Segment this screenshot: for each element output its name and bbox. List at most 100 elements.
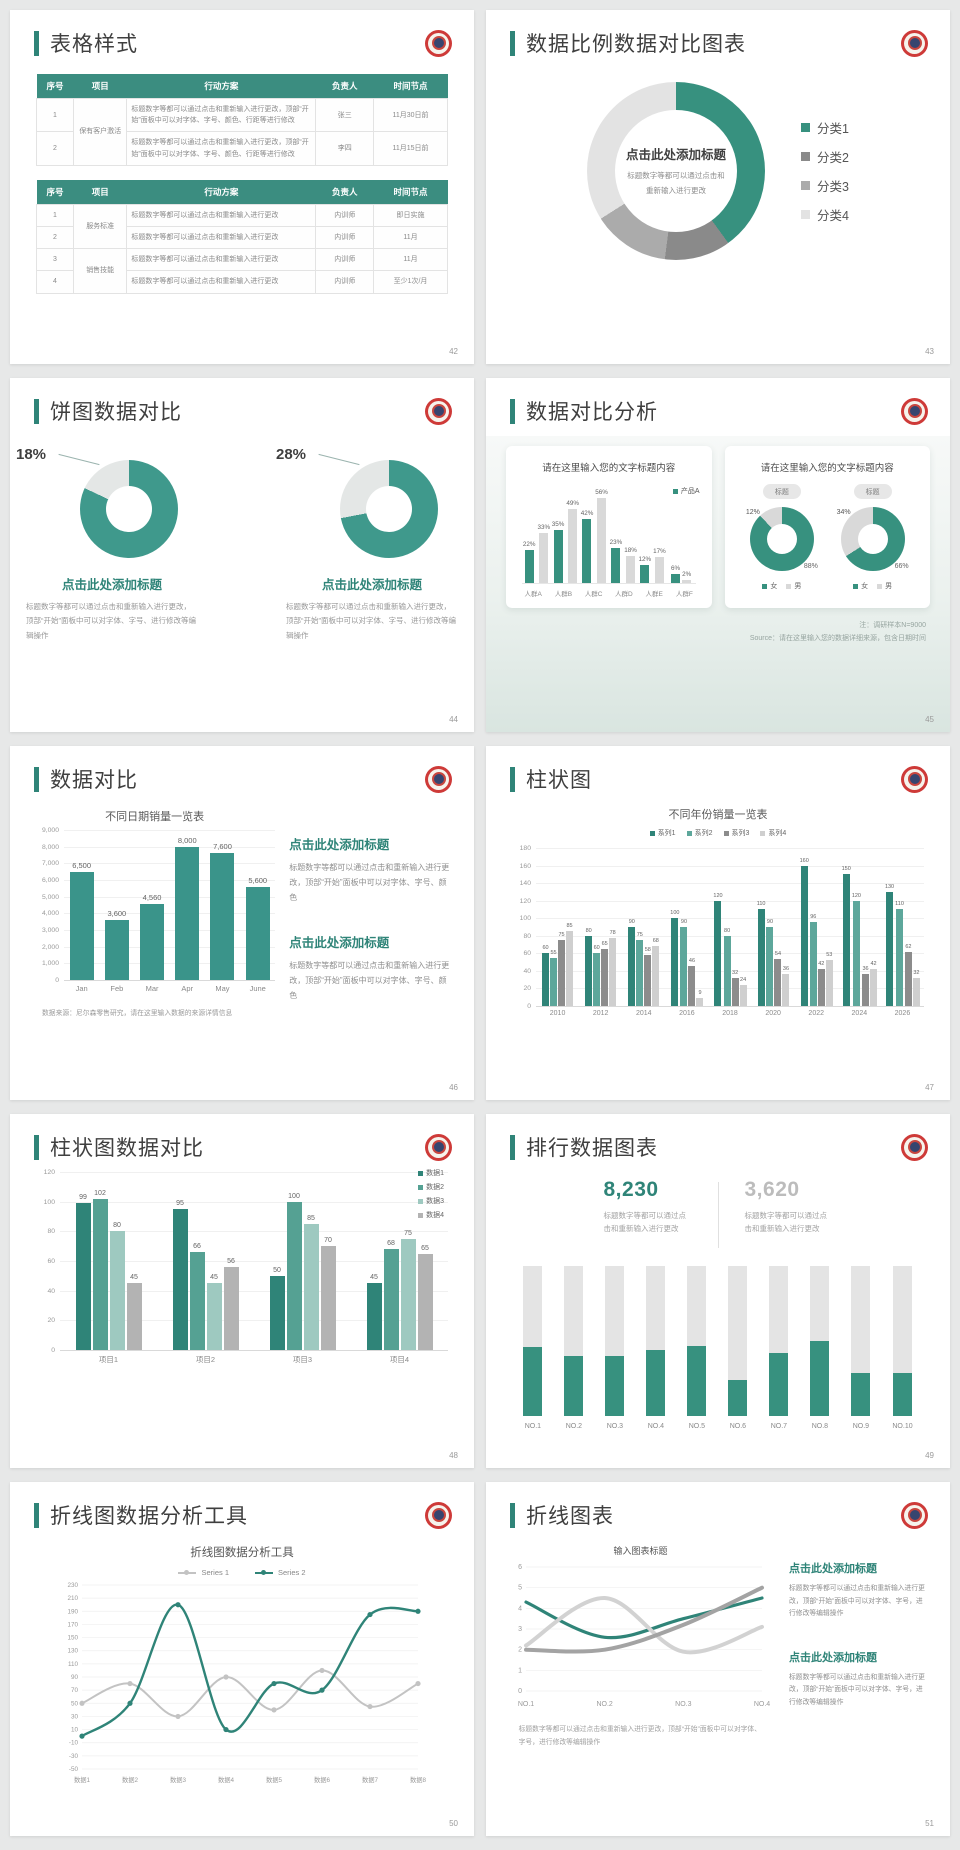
y-axis-tick: 1,000 (41, 960, 59, 968)
slide-title: 折线图数据分析工具 (50, 1505, 248, 1528)
slide-42-table-styles: 表格样式 序号 项目 行动方案 负责人 时间节点 1 保有客户激活 标题数字等都可以通过点击和… (10, 10, 474, 364)
legend-label: 数据3 (426, 1198, 444, 1205)
bar-value-label: 58 (644, 947, 651, 954)
svg-text:0: 0 (518, 1688, 522, 1695)
page-number: 49 (925, 1451, 934, 1460)
rank-bar-track (605, 1266, 625, 1416)
rank-bar-track (687, 1266, 707, 1416)
bar-value-label: 120 (851, 892, 861, 899)
rank-column: NO.10 (892, 1266, 913, 1430)
table-cell: 至少1次/月 (373, 270, 448, 294)
legend-swatch (686, 830, 692, 836)
school-badge-logo (901, 765, 928, 793)
block-title: 点击此处添加标题 (61, 578, 162, 592)
ranking-bars: NO.1 NO.2 NO.3 NO.4 NO.5 NO.6 NO.7 NO.8 NO.9 NO.1… (486, 1266, 950, 1430)
bar (104, 920, 129, 980)
page-number: 44 (449, 715, 458, 724)
block-text: 标题数字等都可以通过点击和重新输入进行更改，顶部“开始”面板中可以对字体、字号，… (789, 1673, 925, 1706)
table-cell: 销售技能 (72, 248, 128, 294)
bar (245, 886, 270, 980)
slide-header: 折线图数据分析工具 (10, 1482, 474, 1530)
bar (782, 974, 790, 1006)
bar (774, 958, 782, 1006)
rank-bar-fill (687, 1345, 707, 1416)
x-axis: Jan Feb Mar Apr May June (64, 984, 275, 993)
stat-value: 3,620 (744, 1178, 800, 1201)
slide-body: 折线图数据分析工具 Series 1 Series 2 230 210 190 170 1… (10, 1530, 474, 1790)
bar (886, 891, 894, 1006)
bar (825, 959, 833, 1006)
text-block: 点击此处添加标题 标题数字等都可以通过点击和重新输入进行更改，顶部“开始”面板中… (789, 1649, 928, 1710)
bar (75, 1203, 91, 1350)
x-axis-label: 2012 (592, 1010, 609, 1017)
table-cell: 1 (36, 97, 74, 133)
legend-item: Series 1 (178, 1568, 229, 1577)
callout-line (318, 453, 360, 466)
slide-header: 折线图表 (486, 1482, 950, 1530)
x-axis: 人群A 人群B 人群C 人群D 人群E 人群F (518, 588, 700, 598)
bar (126, 1283, 142, 1350)
donut-chart: 12% 88% (746, 507, 818, 571)
bar-group: 120 80 32 24 (708, 848, 751, 1006)
data-table: 序号 项目 行动方案 负责人 时间节点 1 服务标准 标题数字等都可以通过点击和重新输入进行更… (36, 179, 448, 294)
y-axis-tick: 8,000 (41, 843, 59, 851)
school-badge-logo (425, 397, 452, 425)
bar-value-label: 53 (826, 951, 833, 958)
block-title: 点击此处添加标题 (289, 935, 390, 950)
title-badge: 标题 (762, 484, 801, 499)
bar-value-label: 42 (818, 961, 825, 968)
legend-item: 男 (877, 581, 892, 591)
donut-chart-area: 点击此处添加标题 标题数字等都可以通过点击和重新输入进行更改 分类1 分类2 分类3 分… (486, 82, 950, 260)
bar (400, 1238, 416, 1350)
bar-value-label: 12% (638, 555, 652, 563)
bar (628, 927, 636, 1006)
bar-value-label: 120 (713, 892, 723, 899)
y-axis-tick: 7,000 (41, 860, 59, 868)
rank-column: NO.5 (687, 1266, 707, 1430)
page-number: 51 (925, 1819, 934, 1828)
y-axis-tick: 100 (519, 915, 531, 923)
bar-value-label: 110 (756, 901, 766, 908)
table-row: 2 标题数字等都可以通过点击和重新输入进行更改 内训师 11月 (36, 225, 448, 250)
y-axis-tick: 20 (47, 1317, 55, 1325)
gender-donuts: 标题 标题 12% 88% 女男 34% 66% 女男 (737, 484, 919, 591)
bar (842, 874, 850, 1006)
bar (611, 548, 621, 583)
page-number: 50 (449, 1819, 458, 1828)
bar-value-label: 54 (774, 950, 782, 957)
donut-block: 12% 88% 女男 (746, 507, 818, 591)
bar-group: 22% 33% (522, 492, 551, 583)
rank-label: NO.9 (852, 1423, 870, 1430)
legend-item: 分类2 (801, 147, 849, 166)
legend-label: Series 1 (201, 1568, 229, 1577)
school-badge-inner (904, 32, 925, 54)
slide-header: 表格样式 (10, 10, 474, 58)
y-axis-tick: 100 (43, 1198, 55, 1206)
bar-value-label: 4,560 (142, 892, 162, 902)
bar (524, 549, 534, 583)
table-header-row: 序号 项目 行动方案 负责人 时间节点 (36, 74, 448, 99)
legend-swatch (672, 488, 678, 494)
bar (550, 957, 558, 1006)
bar-value-label: 80 (585, 927, 592, 934)
bar-value-label: 68 (387, 1240, 395, 1248)
slide-title: 数据比例数据对比图表 (526, 33, 746, 56)
pie-block: 18% 点击此处添加标题 标题数字等都可以通过点击和重新输入进行更改，顶部“开始”面… (14, 446, 210, 643)
slide-50-line-analysis: 折线图数据分析工具 折线图数据分析工具 Series 1 Series 2 230… (10, 1482, 474, 1836)
donut-block: 34% 66% 女男 (837, 507, 909, 591)
bar-value-label: 80 (724, 927, 731, 934)
title-badge: 标题 (853, 484, 892, 499)
title-badges: 标题 标题 (737, 484, 919, 499)
bar-value-label: 96 (810, 913, 817, 920)
bar-value-label: 3,600 (107, 909, 127, 918)
y-axis-tick: 9,000 (41, 827, 59, 834)
bar-group: 4,560 (134, 830, 169, 980)
bar (640, 564, 650, 583)
bar (696, 998, 704, 1006)
y-axis-tick: 5,000 (41, 893, 59, 901)
donut-hole (366, 486, 412, 532)
rank-bar-track (892, 1266, 912, 1416)
bar (766, 927, 774, 1006)
text-blocks: 点击此处添加标题 标题数字等都可以通过点击和重新输入进行更改，顶部“开始”面板中… (789, 1538, 928, 1750)
slide-title: 折线图表 (526, 1505, 614, 1528)
